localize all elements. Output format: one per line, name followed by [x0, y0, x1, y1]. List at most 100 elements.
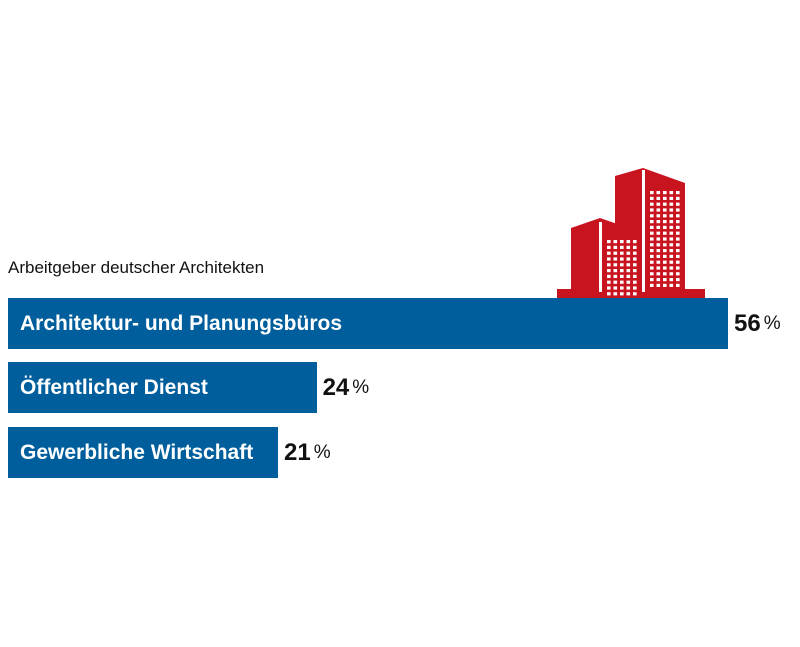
- tower-edge-line: [642, 170, 645, 292]
- window: [633, 286, 637, 290]
- window: [676, 249, 680, 253]
- window: [613, 280, 618, 284]
- window: [607, 274, 611, 278]
- window: [633, 263, 637, 267]
- window: [650, 191, 654, 195]
- window: [663, 237, 667, 241]
- window: [663, 225, 667, 229]
- window: [676, 272, 680, 276]
- window: [626, 269, 631, 273]
- window: [626, 286, 631, 290]
- tower-edge-line: [599, 222, 602, 292]
- window: [650, 249, 654, 253]
- window: [676, 191, 680, 195]
- data-label-value: 56: [734, 309, 761, 337]
- bar-label: Gewerbliche Wirtschaft: [20, 440, 254, 464]
- bar-label: Öffentlicher Dienst: [20, 375, 208, 399]
- window: [650, 202, 654, 206]
- window: [607, 286, 611, 290]
- short-tower: [571, 218, 643, 292]
- window: [613, 292, 618, 296]
- window: [656, 278, 661, 282]
- window: [676, 202, 680, 206]
- window: [613, 274, 618, 278]
- window: [676, 208, 680, 212]
- window: [650, 237, 654, 241]
- window: [663, 191, 667, 195]
- window: [613, 269, 618, 273]
- window: [620, 257, 624, 261]
- window: [620, 274, 624, 278]
- window: [663, 249, 667, 253]
- window: [607, 263, 611, 267]
- window: [620, 269, 624, 273]
- window: [676, 237, 680, 241]
- window: [650, 266, 654, 270]
- window: [663, 231, 667, 235]
- window: [676, 278, 680, 282]
- window: [650, 283, 654, 287]
- window: [650, 278, 654, 282]
- window: [663, 243, 667, 247]
- window: [669, 283, 674, 287]
- bar: Öffentlicher Dienst: [8, 362, 317, 413]
- window: [626, 240, 631, 244]
- window: [656, 243, 661, 247]
- window: [613, 286, 618, 290]
- window: [656, 208, 661, 212]
- data-label-unit: %: [352, 376, 370, 398]
- data-label-value: 24: [322, 373, 350, 401]
- window: [676, 254, 680, 258]
- window: [669, 272, 674, 276]
- window: [656, 231, 661, 235]
- window: [669, 202, 674, 206]
- window: [650, 231, 654, 235]
- window: [620, 280, 624, 284]
- window: [656, 283, 661, 287]
- window: [663, 202, 667, 206]
- data-label: 21%: [284, 427, 331, 478]
- window: [663, 214, 667, 218]
- window: [669, 260, 674, 264]
- data-label-value: 21: [284, 438, 311, 466]
- window: [607, 251, 611, 255]
- window: [656, 191, 661, 195]
- window: [607, 292, 611, 296]
- window: [633, 269, 637, 273]
- window: [613, 245, 618, 249]
- window: [626, 245, 631, 249]
- window: [676, 231, 680, 235]
- window: [633, 292, 637, 296]
- window: [650, 196, 654, 200]
- window: [663, 220, 667, 224]
- window: [626, 251, 631, 255]
- bar: Architektur- und Planungsbüros: [8, 298, 728, 349]
- bar-label: Architektur- und Planungsbüros: [20, 311, 343, 335]
- window: [650, 220, 654, 224]
- window: [607, 240, 611, 244]
- window: [626, 274, 631, 278]
- window: [650, 254, 654, 258]
- window: [633, 240, 637, 244]
- window: [633, 280, 637, 284]
- window: [669, 254, 674, 258]
- window: [620, 263, 624, 267]
- window: [669, 208, 674, 212]
- chart-title: Arbeitgeber deutscher Architekten: [8, 258, 265, 277]
- window: [607, 280, 611, 284]
- window: [656, 249, 661, 253]
- window: [656, 237, 661, 241]
- window: [613, 257, 618, 261]
- window: [676, 260, 680, 264]
- window: [650, 260, 654, 264]
- window: [669, 249, 674, 253]
- window: [676, 266, 680, 270]
- window: [656, 214, 661, 218]
- window: [613, 263, 618, 267]
- window: [650, 208, 654, 212]
- window: [663, 254, 667, 258]
- window: [656, 272, 661, 276]
- window: [620, 292, 624, 296]
- window: [633, 274, 637, 278]
